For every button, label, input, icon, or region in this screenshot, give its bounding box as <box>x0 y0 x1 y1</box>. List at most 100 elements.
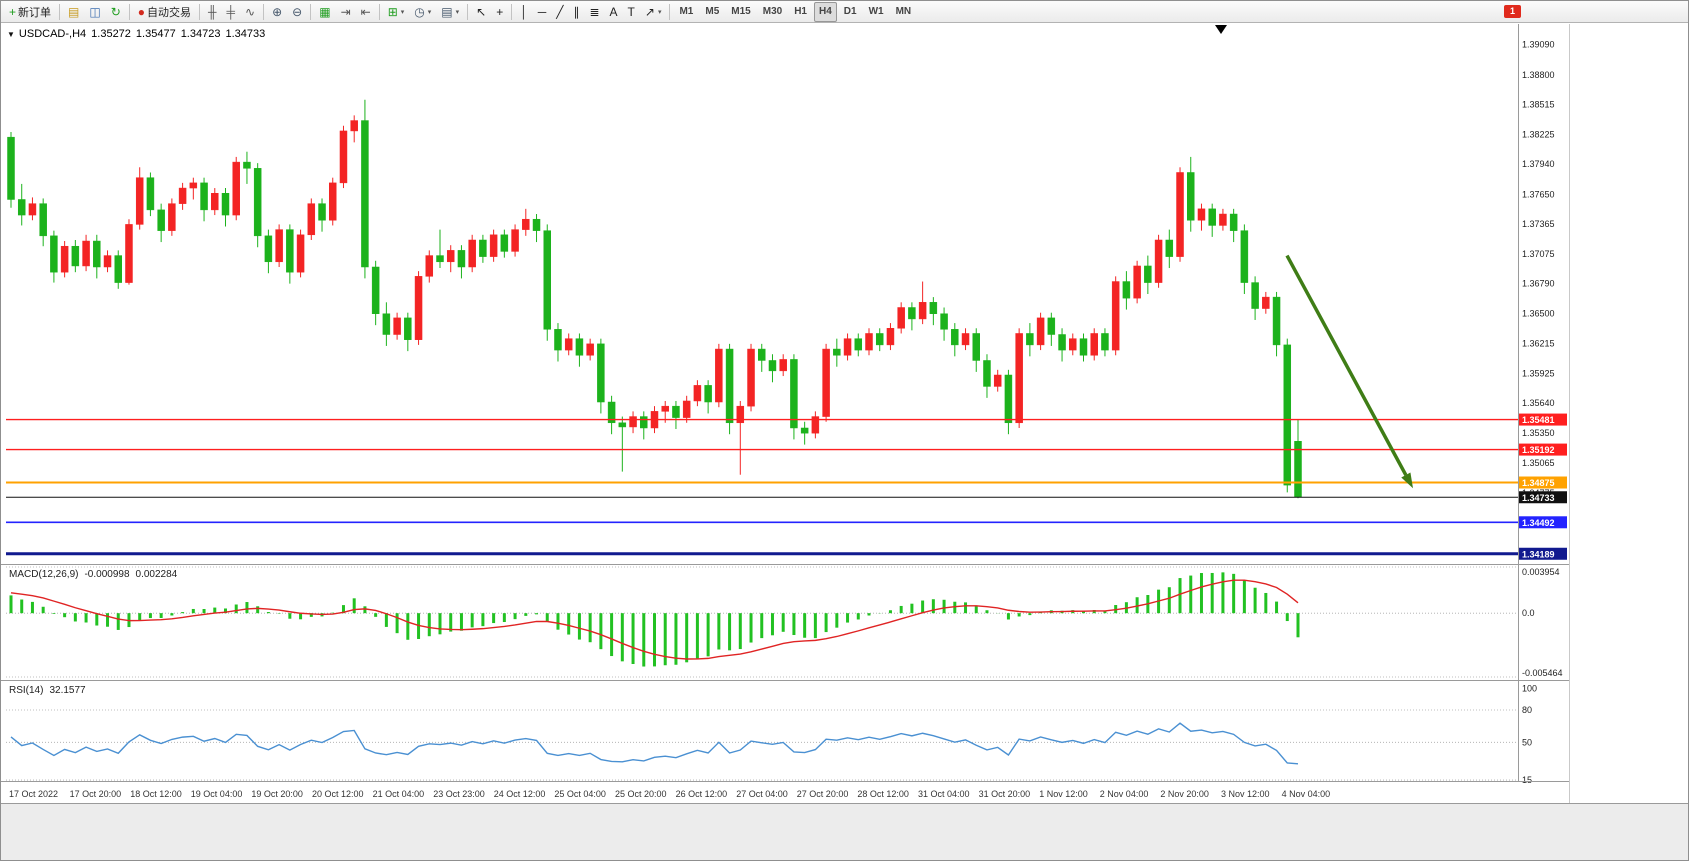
timeframe-m1-button[interactable]: M1 <box>674 2 698 22</box>
svg-text:1.35065: 1.35065 <box>1522 458 1555 468</box>
chart-shift-icon: ⇤ <box>360 4 371 19</box>
text-label-icon: T <box>627 4 635 19</box>
svg-text:31 Oct 20:00: 31 Oct 20:00 <box>979 789 1031 799</box>
indicators-button[interactable]: ⊞ ▾ <box>384 2 409 22</box>
svg-text:17 Oct 20:00: 17 Oct 20:00 <box>70 789 122 799</box>
rsi-line <box>10 722 1299 765</box>
svg-text:1 Nov 12:00: 1 Nov 12:00 <box>1039 789 1088 799</box>
svg-text:1.38800: 1.38800 <box>1522 70 1555 80</box>
svg-text:0.003954: 0.003954 <box>1522 567 1560 577</box>
profiles-icon: ◫ <box>89 4 101 19</box>
svg-text:1.38515: 1.38515 <box>1522 99 1555 109</box>
trendline-button[interactable]: ╱ <box>552 2 567 22</box>
toolbar-separator <box>128 3 130 20</box>
tile-windows-button[interactable]: ▦ <box>315 2 334 22</box>
arrows-icon: ↗ <box>644 4 655 19</box>
text-button[interactable]: A <box>606 2 622 22</box>
timeframe-m5-button[interactable]: M5 <box>700 2 724 22</box>
bar-chart-button[interactable]: ╫ <box>204 2 221 22</box>
toolbar-separator <box>669 3 671 20</box>
templates-icon: ▤ <box>441 4 453 19</box>
timeframe-m30-button[interactable]: M30 <box>758 2 787 22</box>
new-order-icon: + <box>9 4 17 19</box>
new-order-button[interactable]: + 新订单 <box>5 2 55 22</box>
svg-text:20 Oct 12:00: 20 Oct 12:00 <box>312 789 364 799</box>
macd-signal-line <box>10 579 1299 660</box>
chart-title-open: 1.35272 <box>91 28 131 40</box>
toolbar-separator <box>199 3 201 20</box>
notification-badge[interactable]: 1 <box>1504 5 1521 18</box>
horizontal-lines[interactable] <box>6 418 1518 556</box>
horizontal-line-icon: ─ <box>537 4 547 19</box>
macd-label: MACD(12,26,9) <box>9 569 79 580</box>
candlestick-icon: ╪ <box>226 4 236 19</box>
toolbar-separator <box>263 3 265 20</box>
vertical-line-button[interactable]: │ <box>516 2 532 22</box>
svg-text:24 Oct 12:00: 24 Oct 12:00 <box>494 789 546 799</box>
svg-text:1.36790: 1.36790 <box>1522 279 1555 289</box>
autotrading-button[interactable]: ● 自动交易 <box>134 2 195 22</box>
svg-text:15: 15 <box>1522 775 1532 785</box>
svg-text:19 Oct 04:00: 19 Oct 04:00 <box>191 789 243 799</box>
refresh-icon: ↻ <box>110 4 121 19</box>
svg-text:1.36215: 1.36215 <box>1522 338 1555 348</box>
profiles-button[interactable]: ◫ <box>85 2 104 22</box>
timeframe-h4-button-label: H4 <box>818 6 832 17</box>
line-chart-button[interactable]: ∿ <box>241 2 259 22</box>
arrows-button[interactable]: ↗ ▾ <box>641 2 666 22</box>
chart-shift-button[interactable]: ⇤ <box>357 2 375 22</box>
top-marker-icon[interactable] <box>1215 25 1227 34</box>
new-order-button-label: 新订单 <box>18 6 52 19</box>
periods-button[interactable]: ◷ ▾ <box>410 2 435 22</box>
collapse-chart-icon[interactable]: ▼ <box>7 30 15 39</box>
timeframe-mn-button[interactable]: MN <box>891 2 917 22</box>
macd-value-signal: 0.002284 <box>135 569 178 580</box>
timeframe-w1-button[interactable]: W1 <box>864 2 889 22</box>
chart-title: ▼ USDCAD-,H4 1.35272 1.35477 1.34723 1.34733 <box>7 28 270 40</box>
svg-text:2 Nov 04:00: 2 Nov 04:00 <box>1100 789 1149 799</box>
auto-scroll-button[interactable]: ⇥ <box>337 2 355 22</box>
refresh-button[interactable]: ↻ <box>107 2 125 22</box>
charts-button[interactable]: ▤ <box>64 2 83 22</box>
timeframe-m15-button[interactable]: M15 <box>726 2 755 22</box>
svg-text:1.35192: 1.35192 <box>1522 445 1555 455</box>
fibonacci-button[interactable]: ≣ <box>585 2 603 22</box>
timeframe-m15-button-label: M15 <box>731 6 751 17</box>
crosshair-icon: + <box>496 4 504 19</box>
svg-text:1.35350: 1.35350 <box>1522 428 1555 438</box>
horizontal-line-button[interactable]: ─ <box>534 2 551 22</box>
svg-text:1.35640: 1.35640 <box>1522 398 1555 408</box>
chart-title-symbol: USDCAD-,H4 <box>18 28 87 40</box>
price-axis: 1.39090 1.38800 1.38515 1.38225 1.37940 1.376… <box>1519 40 1567 560</box>
svg-text:1.34189: 1.34189 <box>1522 549 1555 559</box>
down-trend-arrow[interactable] <box>1285 254 1413 489</box>
svg-text:1.34733: 1.34733 <box>1522 493 1555 503</box>
timeframe-h4-button[interactable]: H4 <box>813 1 837 22</box>
timeframe-h1-button[interactable]: H1 <box>789 2 812 22</box>
vertical-line-icon: │ <box>520 4 528 19</box>
svg-text:23 Oct 23:00: 23 Oct 23:00 <box>433 789 485 799</box>
caret-down-icon: ▾ <box>400 8 405 16</box>
crosshair-button[interactable]: + <box>492 2 507 22</box>
window-bottom <box>1 803 1688 860</box>
timeframe-w1-button-label: W1 <box>868 6 884 17</box>
svg-text:26 Oct 12:00: 26 Oct 12:00 <box>676 789 728 799</box>
templates-button[interactable]: ▤ ▾ <box>437 2 463 22</box>
timeframe-m1-button-label: M1 <box>679 6 694 17</box>
channel-icon: ∥ <box>573 4 580 19</box>
cursor-button[interactable]: ↖ <box>472 2 490 22</box>
candlestick-button[interactable]: ╪ <box>223 2 240 22</box>
zoom-out-button[interactable]: ⊖ <box>288 2 306 22</box>
text-label-button[interactable]: T <box>624 2 639 22</box>
svg-text:-0.005464: -0.005464 <box>1522 668 1563 678</box>
timeframe-d1-button[interactable]: D1 <box>839 2 862 22</box>
line-chart-icon: ∿ <box>245 4 256 19</box>
zoom-in-button[interactable]: ⊕ <box>268 2 286 22</box>
channel-button[interactable]: ∥ <box>569 2 583 22</box>
periods-icon: ◷ <box>414 4 425 19</box>
caret-down-icon: ▾ <box>657 8 662 16</box>
svg-text:28 Oct 12:00: 28 Oct 12:00 <box>857 789 909 799</box>
svg-text:31 Oct 04:00: 31 Oct 04:00 <box>918 789 970 799</box>
rsi-value: 32.1577 <box>49 685 86 696</box>
